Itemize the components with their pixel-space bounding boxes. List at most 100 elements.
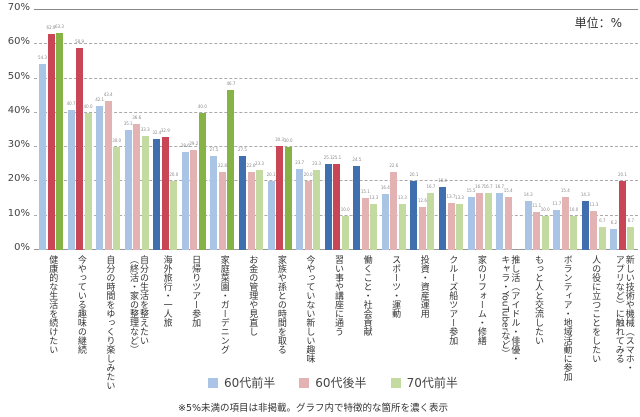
bar-value-label: 15.1 (360, 189, 370, 195)
bar: 20.0 (304, 172, 313, 250)
bar-value-label: 25.1 (323, 154, 333, 160)
bar-value-label: 54.3 (38, 54, 47, 60)
plot-area: 54.3 62.9 63.3 40.7 58.9 40.0 42.1 43.4 30.0 35.1… (36, 0, 636, 250)
bar-value-label: 22.6 (389, 163, 399, 169)
y-tick-label: 10% (7, 207, 30, 219)
bar-group: 54.3 62.9 63.3 (38, 0, 64, 250)
x-tick-label: スポーツ・運動 (390, 255, 401, 318)
bar-value-label: 22.8 (217, 162, 227, 168)
bar: 12.6 (418, 198, 427, 250)
y-tick-label: 40% (7, 104, 30, 116)
legend-label: 70代前半 (406, 376, 458, 390)
bar-group: 20.1 12.6 16.7 (409, 0, 436, 250)
bar-group: 14.3 11.3 6.7 (581, 0, 607, 250)
bar: 16.7 (475, 184, 484, 250)
unit-label: 単位：% (574, 16, 622, 30)
bar-value-label: 43.4 (103, 92, 113, 98)
legend-swatch (208, 377, 218, 388)
bar-value-label: 29.2 (189, 140, 199, 146)
bar-value-label: 33.3 (140, 126, 150, 132)
bar: 20.0 (169, 172, 178, 250)
gridline (34, 43, 638, 45)
bar-value-label: 15.5 (466, 187, 476, 193)
bar-group: 14.3 11.1 10.0 (524, 0, 550, 250)
legend-item-60s-late: 60代後半 (299, 374, 367, 391)
bar: 10.0 (541, 207, 550, 250)
bar: 33.3 (141, 127, 150, 250)
x-tick-label: もっと人と交流したい (533, 255, 543, 345)
bar: 16.4 (381, 185, 390, 250)
bar-value-label: 40.0 (83, 103, 93, 109)
bar: 63.3 (55, 24, 64, 250)
x-tick-label: ボランティア・地域活動に参加 (561, 255, 572, 381)
gridline (34, 77, 638, 79)
bar-value-label: 15.4 (503, 188, 513, 194)
bar: 40.7 (67, 101, 76, 250)
bar-value-label: 16.7 (426, 183, 436, 189)
x-tick-label: 家族や孫との時間を取る (275, 255, 286, 354)
bar-value-label: 16.7 (483, 183, 493, 189)
bar-value-label: 40.0 (197, 103, 207, 109)
legend-label: 60代後半 (315, 376, 367, 390)
x-tick-label: 習い事や講座に通う (333, 255, 343, 336)
bar: 29.2 (189, 141, 198, 250)
bar: 20.1 (618, 172, 627, 250)
y-tick-label: 70% (7, 1, 30, 13)
bar: 6.7 (598, 218, 606, 250)
bar: 28.6 (181, 143, 190, 250)
y-tick-label: 20% (7, 173, 30, 185)
bar-value-label: 27.5 (238, 146, 247, 152)
bar: 35.1 (124, 121, 133, 250)
bar-group: 42.1 43.4 30.0 (95, 0, 121, 250)
bar-value-label: 6.7 (599, 218, 606, 224)
bar: 16.7 (495, 184, 504, 250)
legend-label: 60代前半 (224, 376, 276, 390)
bar-value-label: 12.6 (417, 197, 427, 203)
bar: 40.0 (198, 104, 207, 250)
bar-group: 28.6 29.2 40.0 (181, 0, 207, 250)
bar-value-label: 13.7 (446, 194, 456, 200)
bar: 30.0 (112, 138, 121, 250)
bar-value-label: 18.4 (438, 177, 447, 183)
bar: 42.1 (95, 97, 104, 250)
bar-value-label: 10.0 (340, 206, 350, 212)
bar-value-label: 13.3 (455, 195, 464, 201)
bar-value-label: 15.4 (560, 188, 570, 194)
bar: 62.9 (47, 25, 55, 250)
bar-value-label: 14.3 (580, 191, 590, 197)
legend-item-60s-early: 60代前半 (208, 374, 275, 391)
bar: 15.1 (361, 189, 370, 250)
bar: 32.4 (152, 130, 161, 250)
bar: 15.5 (467, 188, 476, 250)
bar-value-label: 16.4 (380, 184, 390, 190)
bar-group: 11.7 15.4 10.0 (552, 0, 578, 250)
x-tick-label: 新しい技術や機械（スマホ・ アプリなど）に触れてみる (613, 255, 634, 372)
bar: 13.3 (455, 195, 464, 250)
bar-value-label: 25.1 (332, 154, 342, 160)
bar-group: 27.5 22.8 46.7 (209, 0, 235, 250)
y-tick-label: 0% (14, 242, 30, 253)
x-tick-label: 推し活（アイドル・俳優・ キャラ・YouTuberなど） (499, 255, 520, 363)
bar: 25.1 (332, 155, 341, 250)
bar-group: 16.7 15.4 (495, 0, 521, 250)
bar: 23.7 (295, 160, 304, 250)
bar: 14.3 (581, 192, 590, 250)
bar-value-label: 30.3 (275, 137, 285, 143)
x-tick-label: 日帰りツアー参加 (190, 255, 201, 327)
bar-value-label: 30.0 (112, 138, 122, 144)
y-tick-label: 30% (7, 139, 30, 151)
bar: 27.5 (238, 147, 247, 250)
bar-value-label: 36.6 (132, 115, 142, 121)
bar: 40.0 (84, 104, 93, 250)
bar-group: 18.4 13.7 13.3 (438, 0, 464, 250)
bar: 32.9 (161, 128, 170, 250)
bar-value-label: 11.7 (552, 200, 562, 206)
gridline (34, 111, 638, 113)
bar-value-label: 6.2 (610, 219, 618, 225)
x-tick-label: 投資・資産運用 (418, 255, 429, 318)
bar-group: 23.7 20.0 23.3 (295, 0, 321, 250)
bar: 15.4 (561, 188, 570, 250)
bar: 30.3 (275, 137, 284, 250)
bar: 36.6 (132, 115, 141, 250)
